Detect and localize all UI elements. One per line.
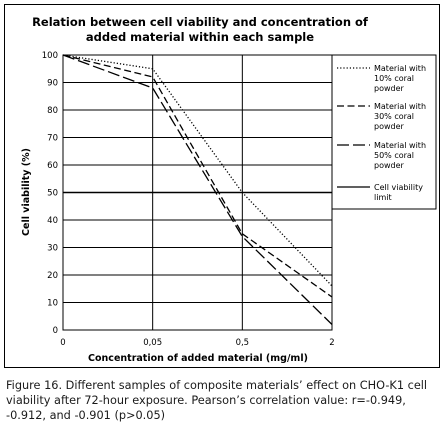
- chart-title-line-2: added material within each sample: [86, 30, 314, 44]
- y-tick-label-30: 30: [47, 244, 58, 254]
- y-tick-label-70: 70: [47, 134, 58, 144]
- chart: Relation between cell viability and conc…: [21, 15, 437, 364]
- y-tick-label-60: 60: [47, 161, 58, 171]
- series-line-3: [62, 54, 333, 325]
- y-tick-label-80: 80: [47, 106, 58, 116]
- chart-title-line-1: Relation between cell viability and conc…: [32, 15, 369, 29]
- legend-label-1-line-3: powder: [374, 84, 405, 93]
- series-line-2: [62, 54, 333, 298]
- y-axis-ticks: 0 10 20 30 40 50 60 70 80 90 100: [42, 51, 58, 336]
- legend-box: [331, 54, 437, 210]
- y-axis-title: Cell viability (%): [21, 148, 32, 236]
- legend-label-4-line-2: limit: [374, 193, 392, 202]
- x-tick-label-0: 0: [60, 338, 65, 348]
- legend-label-3-line-3: powder: [374, 161, 405, 170]
- chart-title: Relation between cell viability and conc…: [32, 15, 369, 44]
- legend-label-4-line-1: Cell viability: [374, 183, 423, 192]
- y-tick-label-20: 20: [47, 271, 58, 281]
- y-tick-label-40: 40: [47, 216, 58, 226]
- legend-label-2-line-2: 30% coral: [374, 112, 414, 121]
- x-axis-title: Concentration of added material (mg/ml): [88, 353, 308, 364]
- legend-label-1-line-2: 10% coral: [374, 74, 414, 83]
- figure-caption: Figure 16. Different samples of composit…: [6, 379, 428, 422]
- y-tick-label-50: 50: [47, 189, 58, 199]
- y-tick-label-100: 100: [42, 51, 58, 61]
- x-tick-label-3: 2: [329, 338, 334, 348]
- legend-label-2-line-1: Material with: [374, 102, 426, 111]
- series-lines: [62, 54, 333, 325]
- legend-label-1-line-1: Material with: [374, 64, 426, 73]
- legend-label-3-line-1: Material with: [374, 141, 426, 150]
- x-axis-ticks: 0 0,05 0,5 2: [60, 338, 334, 348]
- legend-label-3-line-2: 50% coral: [374, 151, 414, 160]
- y-tick-label-10: 10: [47, 299, 58, 309]
- x-tick-label-1: 0,05: [143, 338, 162, 348]
- y-tick-label-0: 0: [53, 326, 58, 336]
- x-tick-label-2: 0,5: [236, 338, 250, 348]
- legend-label-2-line-3: powder: [374, 122, 405, 131]
- y-tick-label-90: 90: [47, 79, 58, 89]
- series-line-1: [62, 54, 333, 287]
